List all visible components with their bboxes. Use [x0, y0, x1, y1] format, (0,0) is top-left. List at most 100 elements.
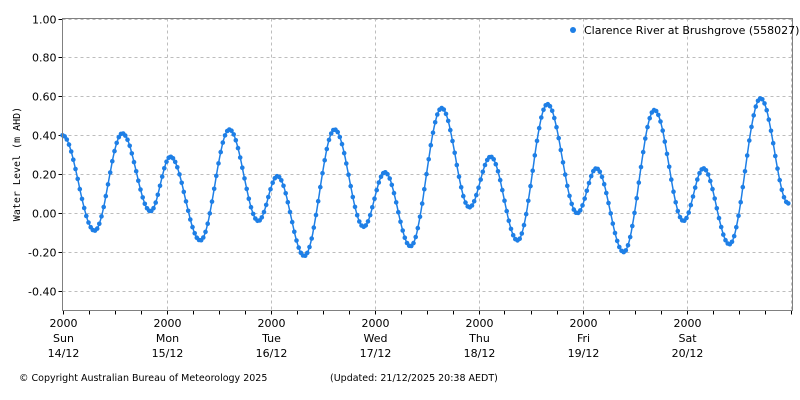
data-point	[643, 136, 648, 141]
data-point	[415, 225, 421, 231]
data-point	[101, 204, 106, 210]
data-point	[402, 235, 408, 240]
data-point	[556, 135, 561, 141]
data-point	[480, 169, 486, 175]
data-point	[341, 150, 347, 156]
data-point	[393, 200, 399, 205]
data-point	[597, 169, 603, 174]
data-point	[606, 200, 611, 206]
data-point	[510, 232, 516, 238]
data-point	[640, 149, 646, 155]
data-point	[315, 198, 321, 204]
data-point	[231, 132, 236, 137]
data-point	[192, 231, 197, 236]
data-point	[588, 173, 594, 179]
data-point	[281, 183, 286, 189]
data-point	[259, 215, 265, 220]
data-point	[188, 217, 193, 222]
data-point	[565, 183, 570, 189]
data-point	[456, 174, 462, 179]
data-point	[175, 165, 180, 170]
data-point	[357, 219, 362, 224]
data-point	[179, 180, 184, 186]
data-point	[623, 248, 629, 253]
data-point	[142, 201, 148, 207]
data-point	[708, 178, 713, 184]
data-point	[136, 178, 141, 183]
data-point	[279, 178, 284, 183]
data-point	[450, 138, 455, 144]
data-point	[638, 164, 644, 170]
data-point	[549, 108, 555, 114]
data-point	[664, 151, 670, 157]
y-tick-label: 0.60	[32, 91, 57, 104]
x-tick-label: 15/12	[152, 347, 184, 360]
data-point	[723, 237, 728, 243]
data-point	[636, 180, 642, 185]
data-point	[541, 107, 546, 113]
data-point	[662, 139, 668, 144]
data-point	[517, 236, 522, 241]
data-point	[526, 198, 531, 204]
data-point	[562, 172, 568, 177]
data-point	[504, 208, 510, 214]
data-point	[712, 196, 717, 201]
data-point	[692, 185, 698, 190]
x-tick-label: 2000	[154, 317, 182, 330]
y-tick-label: 1.00	[32, 14, 57, 27]
data-point	[157, 183, 163, 189]
data-point	[370, 205, 375, 210]
data-point	[203, 229, 208, 235]
data-point	[673, 200, 678, 205]
data-point	[671, 189, 676, 194]
data-point	[454, 162, 460, 168]
data-point	[471, 199, 477, 204]
data-point	[766, 117, 772, 122]
data-point	[387, 176, 393, 181]
data-point	[534, 138, 540, 144]
data-point	[747, 138, 752, 143]
data-point	[307, 244, 312, 250]
data-point	[558, 147, 564, 153]
data-point	[779, 187, 785, 193]
data-point	[81, 205, 87, 211]
x-tick-label: 14/12	[48, 347, 80, 360]
data-point	[214, 173, 219, 179]
data-point	[84, 213, 89, 219]
data-point	[478, 177, 484, 182]
data-point	[567, 193, 572, 199]
data-point	[660, 128, 665, 133]
data-point	[218, 149, 223, 155]
plot-area-frame	[62, 18, 793, 311]
data-point	[64, 137, 70, 142]
data-point	[458, 185, 464, 190]
data-point	[350, 194, 356, 200]
data-point	[744, 153, 750, 158]
data-point	[428, 142, 434, 148]
data-point	[292, 229, 297, 235]
data-point	[125, 137, 130, 142]
x-tick-label: 2000	[674, 317, 702, 330]
data-point	[762, 101, 767, 106]
data-point	[159, 174, 165, 179]
data-point	[305, 250, 310, 256]
data-point	[645, 124, 650, 130]
data-point	[263, 202, 269, 208]
data-point	[775, 166, 780, 171]
series-line	[62, 97, 789, 257]
data-point	[695, 177, 700, 182]
data-point	[244, 186, 249, 192]
data-point	[740, 184, 746, 190]
data-point	[666, 164, 672, 170]
data-point	[326, 137, 332, 143]
data-point	[443, 111, 449, 117]
data-point	[430, 130, 436, 135]
data-point	[731, 233, 737, 239]
data-point	[346, 172, 351, 177]
data-point	[209, 199, 215, 204]
data-point	[283, 191, 289, 196]
data-point	[220, 140, 226, 145]
data-point	[497, 177, 503, 183]
data-point	[240, 165, 245, 170]
data-point	[625, 243, 631, 248]
